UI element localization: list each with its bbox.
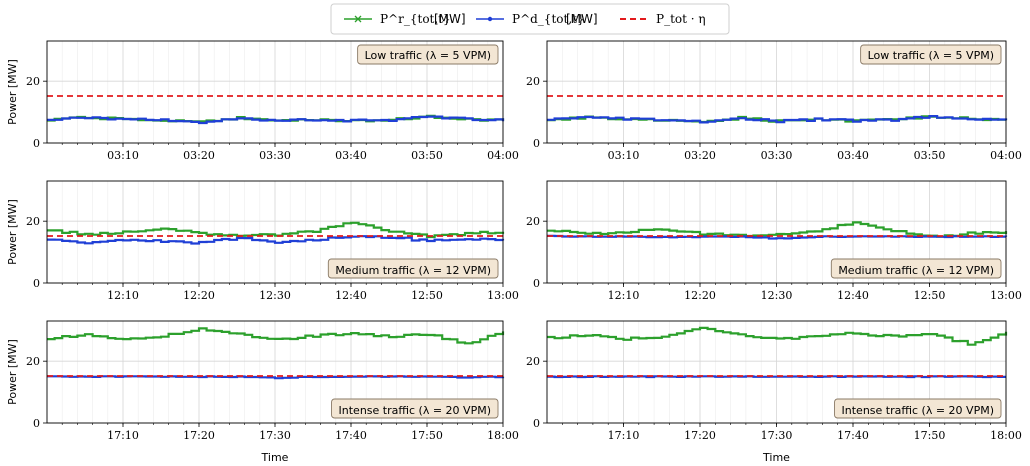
x-tick-label: 17:50 — [411, 429, 443, 442]
traffic-annotation-box — [830, 258, 1002, 279]
traffic-annotation-text: Medium traffic (λ = 12 VPM) — [335, 264, 491, 277]
x-tick-label: 03:30 — [761, 149, 793, 162]
traffic-annotation-box — [834, 398, 1002, 419]
legend-marker-dot — [487, 16, 493, 22]
traffic-annotation-box — [357, 44, 499, 65]
series-requested-line — [47, 327, 505, 345]
x-tick-label: 03:40 — [335, 149, 367, 162]
panel-row2-left: 12:10 12:20 12:30 12:40 12:50 13:00 0 20 Power [… — [6, 180, 519, 302]
x-tick-label: 17:30 — [761, 429, 793, 442]
y-tick-label: 0 — [33, 277, 40, 290]
legend-label: P_tot · η — [656, 12, 706, 26]
y-axis-label: Power [MW] — [6, 339, 19, 405]
y-tick-label: 0 — [33, 417, 40, 430]
x-tick-label: 12:30 — [761, 289, 793, 302]
y-tick-label: 20 — [26, 75, 40, 88]
y-tick-label: 20 — [526, 355, 540, 368]
y-tick-label: 20 — [526, 75, 540, 88]
x-tick-label: 04:00 — [487, 149, 519, 162]
y-tick-label: 0 — [533, 277, 540, 290]
traffic-annotation: Medium traffic (λ = 12 VPM) — [830, 258, 1002, 279]
x-tick-label: 17:30 — [259, 429, 291, 442]
traffic-annotation-text: Intense traffic (λ = 20 VPM) — [339, 404, 491, 417]
x-tick-label: 12:10 — [608, 289, 640, 302]
traffic-annotation: Intense traffic (λ = 20 VPM) — [834, 398, 1002, 419]
x-tick-label: 03:40 — [837, 149, 869, 162]
y-tick-label: 20 — [26, 355, 40, 368]
traffic-annotation-box — [327, 258, 499, 279]
traffic-annotation: Low traffic (λ = 5 VPM) — [357, 44, 499, 65]
legend-item-0: P^r_{tot,t}[MW] — [344, 12, 466, 26]
x-tick-label: 03:20 — [183, 149, 215, 162]
x-tick-label: 12:50 — [411, 289, 443, 302]
series-requested-line — [47, 221, 505, 239]
x-tick-label: 17:20 — [183, 429, 215, 442]
legend-marker-x — [354, 15, 362, 23]
traffic-annotation-box — [331, 398, 499, 419]
series-delivered-line — [47, 375, 505, 380]
x-tick-label: 12:40 — [335, 289, 367, 302]
y-axis-label: Power [MW] — [6, 59, 19, 125]
x-tick-label: 12:10 — [107, 289, 139, 302]
panel-row1-right: 03:10 03:20 03:30 03:40 03:50 04:00 0 20 Low tra… — [526, 40, 1022, 162]
y-tick-label: 0 — [533, 137, 540, 150]
y-axis-label: Power [MW] — [6, 199, 19, 265]
x-tick-label: 04:00 — [990, 149, 1022, 162]
series-delivered-line — [547, 115, 1008, 124]
x-tick-label: 03:50 — [411, 149, 443, 162]
x-tick-label: 03:10 — [608, 149, 640, 162]
x-tick-label: 17:50 — [914, 429, 946, 442]
panels: 03:10 03:20 03:30 03:40 03:50 04:00 0 20 Power [… — [6, 40, 1022, 464]
legend-box — [330, 3, 730, 35]
x-tick-label: 12:40 — [837, 289, 869, 302]
panel-row3-left: 17:10 17:20 17:30 17:40 17:50 18:00 0 20 Power [… — [6, 320, 519, 464]
x-tick-label: 17:10 — [107, 429, 139, 442]
y-tick-label: 0 — [533, 417, 540, 430]
panel-row1-left: 03:10 03:20 03:30 03:40 03:50 04:00 0 20 Power [… — [6, 40, 519, 162]
x-tick-label: 03:50 — [914, 149, 946, 162]
series-requested-line — [547, 326, 1008, 346]
legend: P^r_{tot,t}[MW] P^d_{tot,t}[MW] P_tot · η — [330, 3, 730, 35]
x-tick-label: 18:00 — [990, 429, 1022, 442]
series-delivered-line — [47, 115, 505, 125]
x-tick-label: 12:30 — [259, 289, 291, 302]
x-axis-label: Time — [261, 451, 289, 464]
traffic-annotation-text: Intense traffic (λ = 20 VPM) — [842, 404, 994, 417]
series-delivered-line — [47, 235, 505, 245]
legend-unit: [MW] — [566, 12, 598, 26]
traffic-annotation: Intense traffic (λ = 20 VPM) — [331, 398, 499, 419]
x-tick-label: 12:50 — [914, 289, 946, 302]
traffic-annotation: Low traffic (λ = 5 VPM) — [860, 44, 1002, 65]
y-tick-label: 20 — [26, 215, 40, 228]
legend-item-1: P^d_{tot,t}[MW] — [476, 12, 598, 26]
x-tick-label: 17:20 — [684, 429, 716, 442]
y-tick-label: 0 — [33, 137, 40, 150]
traffic-annotation-text: Low traffic (λ = 5 VPM) — [365, 49, 491, 62]
x-tick-label: 03:30 — [259, 149, 291, 162]
x-tick-label: 17:10 — [608, 429, 640, 442]
legend-item-2: P_tot · η — [620, 12, 706, 26]
x-tick-label: 12:20 — [684, 289, 716, 302]
x-tick-label: 17:40 — [837, 429, 869, 442]
legend-label: P^d_{tot,t} — [512, 12, 585, 26]
panel-row3-right: 17:10 17:20 17:30 17:40 17:50 18:00 0 20 Time Int… — [526, 320, 1022, 464]
panel-row2-right: 12:10 12:20 12:30 12:40 12:50 13:00 0 20 Medium … — [526, 180, 1022, 302]
legend-unit: [MW] — [434, 12, 466, 26]
x-tick-label: 12:20 — [183, 289, 215, 302]
x-tick-label: 13:00 — [990, 289, 1022, 302]
x-tick-label: 17:40 — [335, 429, 367, 442]
x-tick-label: 13:00 — [487, 289, 519, 302]
x-tick-label: 03:20 — [684, 149, 716, 162]
traffic-annotation-text: Low traffic (λ = 5 VPM) — [868, 49, 994, 62]
traffic-annotation-text: Medium traffic (λ = 12 VPM) — [838, 264, 994, 277]
traffic-annotation-box — [860, 44, 1002, 65]
x-tick-label: 03:10 — [107, 149, 139, 162]
x-axis-label: Time — [762, 451, 790, 464]
legend-label: P^r_{tot,t} — [380, 12, 451, 26]
traffic-annotation: Medium traffic (λ = 12 VPM) — [327, 258, 499, 279]
y-tick-label: 20 — [526, 215, 540, 228]
x-tick-label: 18:00 — [487, 429, 519, 442]
